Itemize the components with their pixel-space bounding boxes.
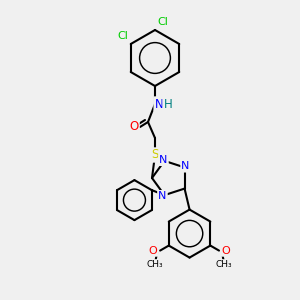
- Text: Cl: Cl: [158, 17, 168, 27]
- Text: CH₃: CH₃: [216, 260, 232, 269]
- Text: Cl: Cl: [117, 31, 128, 41]
- Text: O: O: [222, 246, 230, 256]
- Text: O: O: [149, 246, 158, 256]
- Text: N: N: [158, 191, 166, 201]
- Text: H: H: [164, 98, 172, 110]
- Text: N: N: [154, 98, 164, 110]
- Text: O: O: [129, 121, 139, 134]
- Text: CH₃: CH₃: [147, 260, 164, 269]
- Text: S: S: [151, 148, 159, 161]
- Text: N: N: [159, 155, 168, 165]
- Text: N: N: [182, 161, 190, 171]
